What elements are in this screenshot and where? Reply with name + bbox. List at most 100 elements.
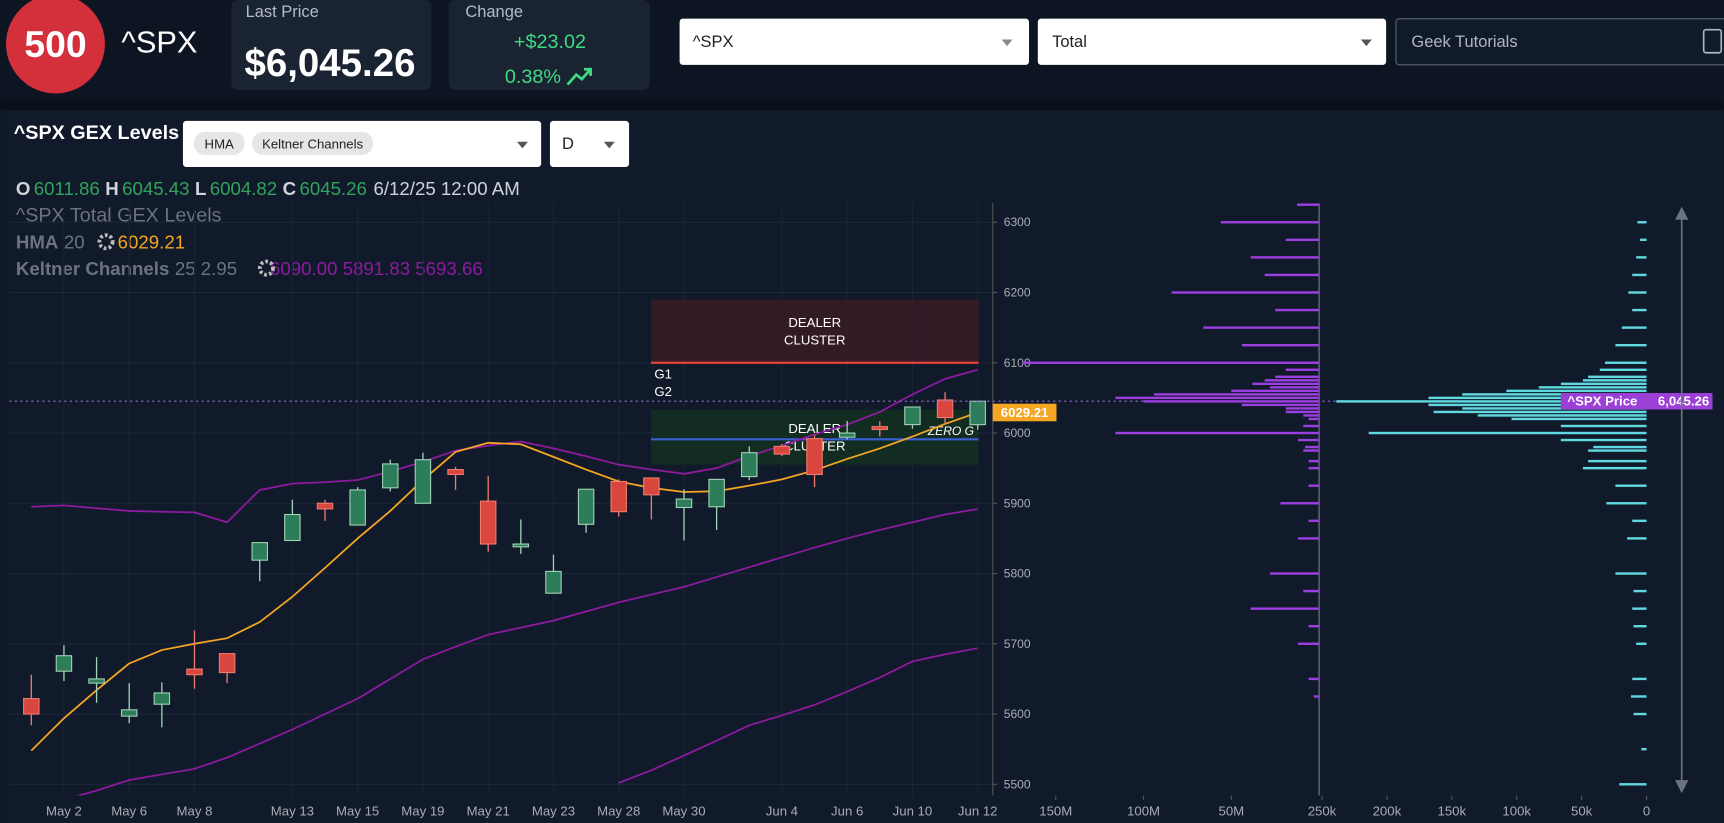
gex-bar (1241, 403, 1320, 407)
gex-bar (1285, 410, 1320, 414)
x-tick-label: 50k (1571, 803, 1593, 818)
chip-text: Keltner Channels (262, 136, 363, 151)
gex-bar (1231, 389, 1320, 393)
candle-body (838, 432, 856, 438)
gex-bar (1588, 375, 1647, 379)
select-caret (516, 141, 528, 149)
gex-bar (1560, 438, 1647, 442)
ohlc-label: O (16, 177, 31, 198)
gex-bar (1264, 379, 1320, 382)
chip[interactable] (252, 131, 374, 155)
gex-bar (1428, 403, 1647, 407)
candle-body (218, 653, 236, 674)
type-select[interactable] (1037, 18, 1387, 65)
zone-label: CLUSTER (784, 332, 845, 347)
gex-bar (1285, 368, 1320, 371)
gex-bar (1588, 449, 1647, 452)
gamma-label: ZERO G (927, 424, 974, 438)
gex-bar (1143, 400, 1320, 403)
gex-bar (1303, 449, 1320, 452)
select-caret (603, 141, 615, 149)
candle-body (23, 698, 40, 715)
gex-bar (1280, 502, 1320, 505)
gear-icon[interactable] (97, 233, 115, 251)
hma-tag-text: 6029.21 (1001, 405, 1049, 420)
gex-bar (1303, 424, 1320, 428)
gex-bar (1241, 343, 1320, 347)
candle-body (382, 463, 399, 489)
gex-bar (1303, 589, 1320, 593)
symbol-select-text: ^SPX (693, 33, 734, 51)
candle-body (610, 480, 627, 513)
candle-body (806, 438, 823, 476)
ohlc-label: C (283, 177, 296, 198)
candle-body (316, 502, 334, 510)
keltner-legend: Keltner Channels 25 2.95 6090.00 5891.83 5… (16, 258, 483, 279)
gex-bar (1368, 431, 1647, 435)
gex-bar (1632, 607, 1647, 610)
gex-bar (1560, 424, 1647, 428)
gex-bar (1560, 382, 1647, 386)
gex-bar (1538, 386, 1647, 389)
x-tick-label: May 21 (467, 803, 510, 818)
gex-bar (1250, 256, 1320, 259)
gex-bar (1115, 396, 1320, 400)
dealer-zone (651, 299, 979, 363)
doc-icon[interactable] (1702, 28, 1723, 54)
gex-bar (1203, 326, 1320, 329)
candle-body (708, 478, 725, 508)
gex-bar (1297, 203, 1320, 206)
legend-value: 6090.00 5891.83 5693.66 (270, 258, 483, 279)
gex-bar (1582, 379, 1647, 382)
symbol-select[interactable] (679, 18, 1030, 65)
gex-bar (1630, 695, 1647, 698)
candle-body (969, 400, 986, 426)
gex-bar (1640, 238, 1647, 242)
gex-bar (1627, 537, 1647, 540)
gex-bar (1305, 445, 1320, 449)
x-tick-label: May 19 (401, 803, 444, 818)
gex-bar (1615, 343, 1647, 347)
separator (0, 101, 1724, 110)
change-card (448, 0, 650, 91)
gex-bar (1275, 308, 1320, 312)
x-tick-label: May 13 (271, 803, 314, 818)
tutorials-input[interactable] (1395, 18, 1724, 66)
gex-bar (1298, 642, 1320, 645)
gex-bar (1633, 712, 1647, 716)
chart-title: ^SPX Total GEX Levels (16, 204, 222, 226)
gex-bar (1264, 273, 1320, 277)
scroll-up[interactable] (1675, 206, 1689, 220)
gex-bar (1593, 445, 1647, 449)
y-tick-label: 5500 (1004, 777, 1031, 791)
y-tick-label: 6300 (1004, 215, 1031, 229)
x-tick-label: May 23 (532, 803, 575, 818)
gex-bar (1220, 221, 1320, 224)
interval-select[interactable] (549, 120, 630, 168)
y-tick-label: 6000 (1004, 426, 1031, 440)
gex-bar (1599, 368, 1647, 371)
candle-body (88, 678, 105, 684)
gex-bar (1303, 414, 1320, 417)
gex-bar (1308, 466, 1320, 470)
x-tick-label: May 8 (177, 803, 213, 818)
gex-bar (1506, 389, 1647, 393)
x-tick-label: 200k (1373, 803, 1402, 818)
scroll-down[interactable] (1675, 780, 1689, 794)
x-tick-label: Jun 12 (958, 803, 998, 818)
ohlc-label: L (195, 177, 206, 198)
gex-bar (1621, 326, 1647, 329)
chip[interactable] (193, 131, 245, 155)
gex-bar (1313, 695, 1320, 698)
gex-bar (1171, 291, 1320, 294)
select-caret (1360, 39, 1372, 47)
symbol: ^SPX (121, 24, 197, 59)
candle-body (512, 543, 530, 548)
gex-bar (1633, 625, 1647, 628)
gex-bar (1336, 400, 1647, 403)
gex-bar (1269, 572, 1320, 575)
candle-body (936, 399, 954, 419)
change-percent: 0.38% (505, 66, 561, 88)
trend-icon (566, 68, 592, 86)
gear-icon[interactable] (257, 259, 275, 277)
